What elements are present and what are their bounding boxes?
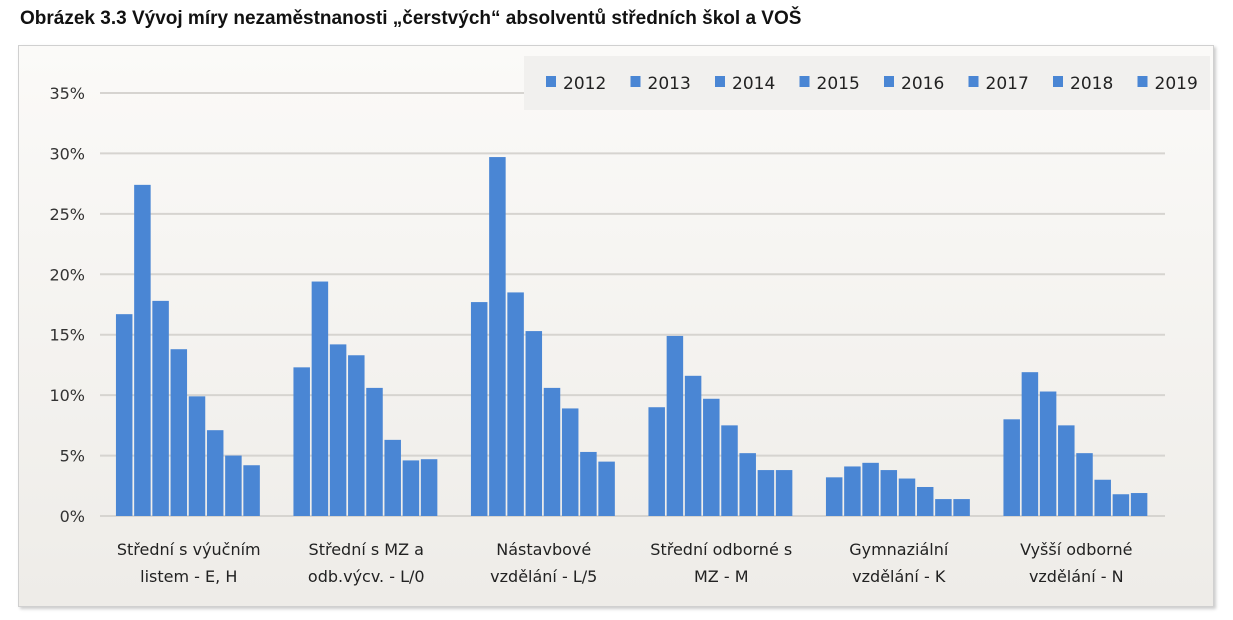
category-label: vzdělání - N: [1029, 567, 1124, 586]
bar-2012: [115, 314, 133, 516]
bar-2015: [348, 355, 365, 516]
bar-2017: [384, 439, 401, 516]
bar-2018: [402, 460, 420, 516]
bar-2013: [1021, 372, 1039, 516]
bar-2017: [1094, 479, 1111, 516]
category-label: Střední odborné s: [650, 540, 792, 559]
legend-swatch: [1137, 76, 1148, 87]
bar-2016: [721, 425, 738, 516]
bar-2014: [507, 292, 524, 516]
category-label: listem - E, H: [140, 567, 237, 586]
bar-2018: [757, 470, 775, 516]
y-tick-label: 25%: [49, 205, 85, 224]
bar-2013: [844, 466, 861, 516]
legend-swatch: [968, 76, 979, 87]
category-label: Střední s MZ a: [309, 540, 424, 559]
bar-2016: [898, 478, 916, 516]
bar-2013: [489, 157, 506, 516]
bar-2019: [775, 470, 793, 516]
bar-2017: [739, 453, 756, 516]
bar-2019: [1130, 493, 1148, 516]
legend-label: 2012: [563, 74, 606, 94]
bar-2015: [170, 349, 188, 516]
y-tick-label: 10%: [49, 386, 85, 405]
bar-2018: [935, 499, 952, 516]
bar-2017: [206, 430, 224, 516]
category-label: Nástavbové: [496, 540, 591, 559]
legend-label: 2014: [732, 74, 775, 94]
bar-2015: [880, 470, 898, 516]
y-tick-label: 5%: [60, 447, 85, 466]
bar-2014: [862, 462, 879, 516]
bar-2019: [953, 499, 970, 516]
legend-label: 2013: [648, 74, 691, 94]
bar-2019: [598, 461, 615, 516]
y-tick-label: 0%: [60, 507, 85, 526]
bar-2014: [329, 344, 347, 516]
bar-2016: [543, 387, 561, 516]
legend-swatch: [630, 76, 641, 87]
bar-2017: [561, 408, 579, 516]
bar-2012: [1003, 419, 1020, 516]
category-label: Střední s výučním: [117, 540, 261, 559]
bar-2016: [188, 396, 206, 516]
bar-2013: [311, 281, 329, 516]
legend-label: 2017: [986, 74, 1029, 94]
chart-title: Obrázek 3.3 Vývoj míry nezaměstnanosti „…: [20, 8, 802, 29]
bar-2014: [1039, 391, 1057, 516]
bar-2015: [703, 398, 720, 516]
legend-label: 2016: [901, 74, 944, 94]
bar-2012: [293, 367, 310, 516]
bar-2014: [152, 300, 169, 516]
bar-2013: [666, 335, 684, 516]
bar-2019: [420, 459, 438, 516]
category-label: Vyšší odborné: [1020, 540, 1132, 559]
bar-2012: [648, 407, 665, 516]
category-label: odb.výcv. - L/0: [308, 567, 425, 586]
bar-2016: [1076, 453, 1093, 516]
bar-2019: [243, 465, 260, 516]
bar-2012: [825, 477, 843, 516]
y-tick-label: 20%: [49, 265, 85, 284]
category-label: Gymnaziální: [849, 540, 949, 559]
y-tick-label: 30%: [49, 144, 85, 163]
bar-2016: [366, 387, 383, 516]
legend-label: 2015: [817, 74, 860, 94]
y-tick-label: 35%: [49, 84, 85, 103]
legend-label: 2019: [1155, 74, 1198, 94]
bar-2015: [525, 331, 543, 516]
bar-2017: [916, 486, 934, 516]
legend-swatch: [715, 76, 725, 87]
y-tick-label: 15%: [49, 326, 85, 345]
bar-2013: [134, 184, 151, 516]
legend-swatch: [884, 76, 894, 87]
legend-label: 2018: [1070, 74, 1113, 94]
bar-2018: [1112, 494, 1130, 516]
bar-2012: [470, 302, 488, 516]
bar-2018: [225, 455, 242, 516]
bar-2018: [580, 451, 597, 516]
legend-swatch: [799, 76, 810, 87]
category-label: vzdělání - K: [852, 567, 946, 586]
category-label: vzdělání - L/5: [490, 567, 597, 586]
category-label: MZ - M: [694, 567, 749, 586]
bar-2015: [1058, 425, 1075, 516]
bar-2014: [684, 375, 702, 516]
legend-swatch: [1053, 76, 1063, 87]
legend-swatch: [546, 76, 556, 87]
